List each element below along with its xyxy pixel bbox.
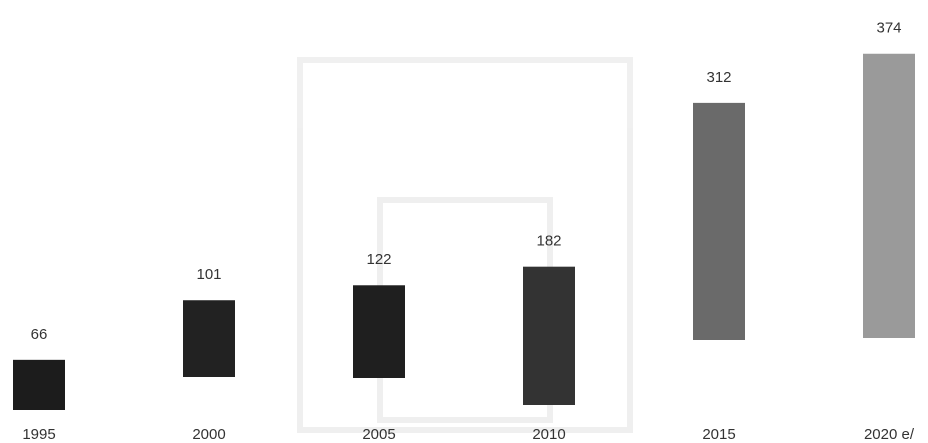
category-label: 1995 [22,426,55,443]
category-label: 2020 e/ [864,426,915,443]
value-label: 312 [706,69,731,86]
bar [353,285,405,378]
bar [523,266,575,405]
category-label: 2005 [362,426,395,443]
category-label: 2015 [702,426,735,443]
bar [13,359,65,410]
bar [183,300,235,377]
value-label: 374 [876,20,901,37]
bar [863,53,915,338]
category-label: 2010 [532,426,565,443]
value-label: 66 [31,326,48,343]
value-label: 182 [536,233,561,250]
bar [693,102,745,340]
value-label: 101 [196,266,221,283]
value-label: 122 [366,251,391,268]
category-label: 2000 [192,426,225,443]
